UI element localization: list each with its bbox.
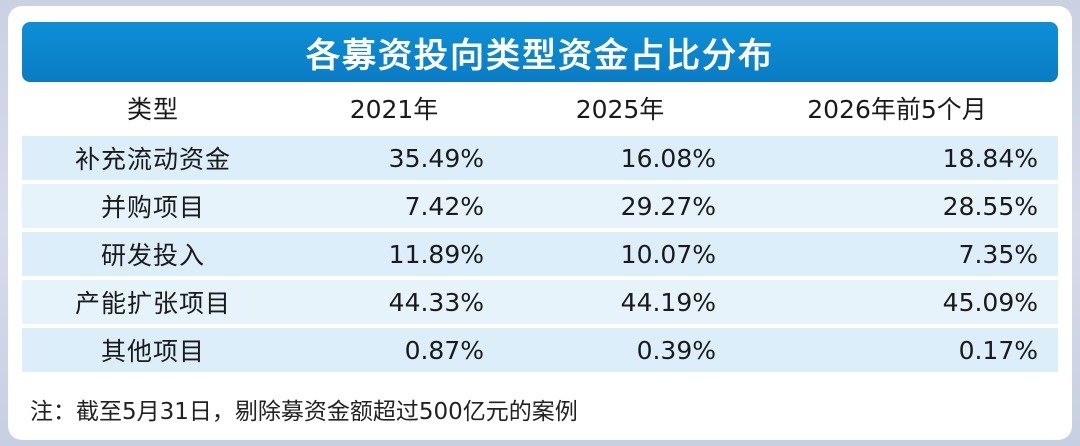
type-cell: 补充流动资金 <box>74 145 231 174</box>
value-2025-cell: 16.08% <box>620 143 716 173</box>
header-2026: 2026年前5个月 <box>807 95 987 124</box>
header-type: 类型 <box>126 95 179 124</box>
table-title: 各募资投向类型资金占比分布 <box>22 22 1058 82</box>
table-header-row: 类型 2021年 2025年 2026年前5个月 <box>22 88 1058 128</box>
value-2021-cell: 0.87% <box>404 335 484 365</box>
type-cell: 产能扩张项目 <box>74 289 231 318</box>
value-2025-cell: 0.39% <box>636 335 716 365</box>
value-2026-cell: 7.35% <box>958 239 1038 269</box>
type-cell: 研发投入 <box>100 241 205 270</box>
value-2021-cell: 11.89% <box>388 239 484 269</box>
table-row: 产能扩张项目 44.33% 44.19% 45.09% <box>22 280 1058 324</box>
value-2026-cell: 18.84% <box>942 143 1038 173</box>
value-2026-cell: 0.17% <box>958 335 1038 365</box>
table-row: 研发投入 11.89% 10.07% 7.35% <box>22 232 1058 276</box>
value-2025-cell: 10.07% <box>620 239 716 269</box>
value-2025-cell: 29.27% <box>620 191 716 221</box>
table-row: 其他项目 0.87% 0.39% 0.17% <box>22 328 1058 372</box>
table-row: 补充流动资金 35.49% 16.08% 18.84% <box>22 136 1058 180</box>
value-2025-cell: 44.19% <box>620 287 716 317</box>
footnote: 注：截至5月31日，剔除募资金额超过500亿元的案例 <box>30 399 578 425</box>
table-row: 并购项目 7.42% 29.27% 28.55% <box>22 184 1058 228</box>
header-2025: 2025年 <box>575 95 665 124</box>
data-table: 类型 2021年 2025年 2026年前5个月 补充流动资金 35.49% 1… <box>22 88 1058 376</box>
type-cell: 其他项目 <box>100 337 205 366</box>
type-cell: 并购项目 <box>100 193 205 222</box>
value-2026-cell: 28.55% <box>942 191 1038 221</box>
value-2021-cell: 44.33% <box>388 287 484 317</box>
value-2026-cell: 45.09% <box>942 287 1038 317</box>
value-2021-cell: 7.42% <box>404 191 484 221</box>
value-2021-cell: 35.49% <box>388 143 484 173</box>
header-2021: 2021年 <box>349 95 439 124</box>
